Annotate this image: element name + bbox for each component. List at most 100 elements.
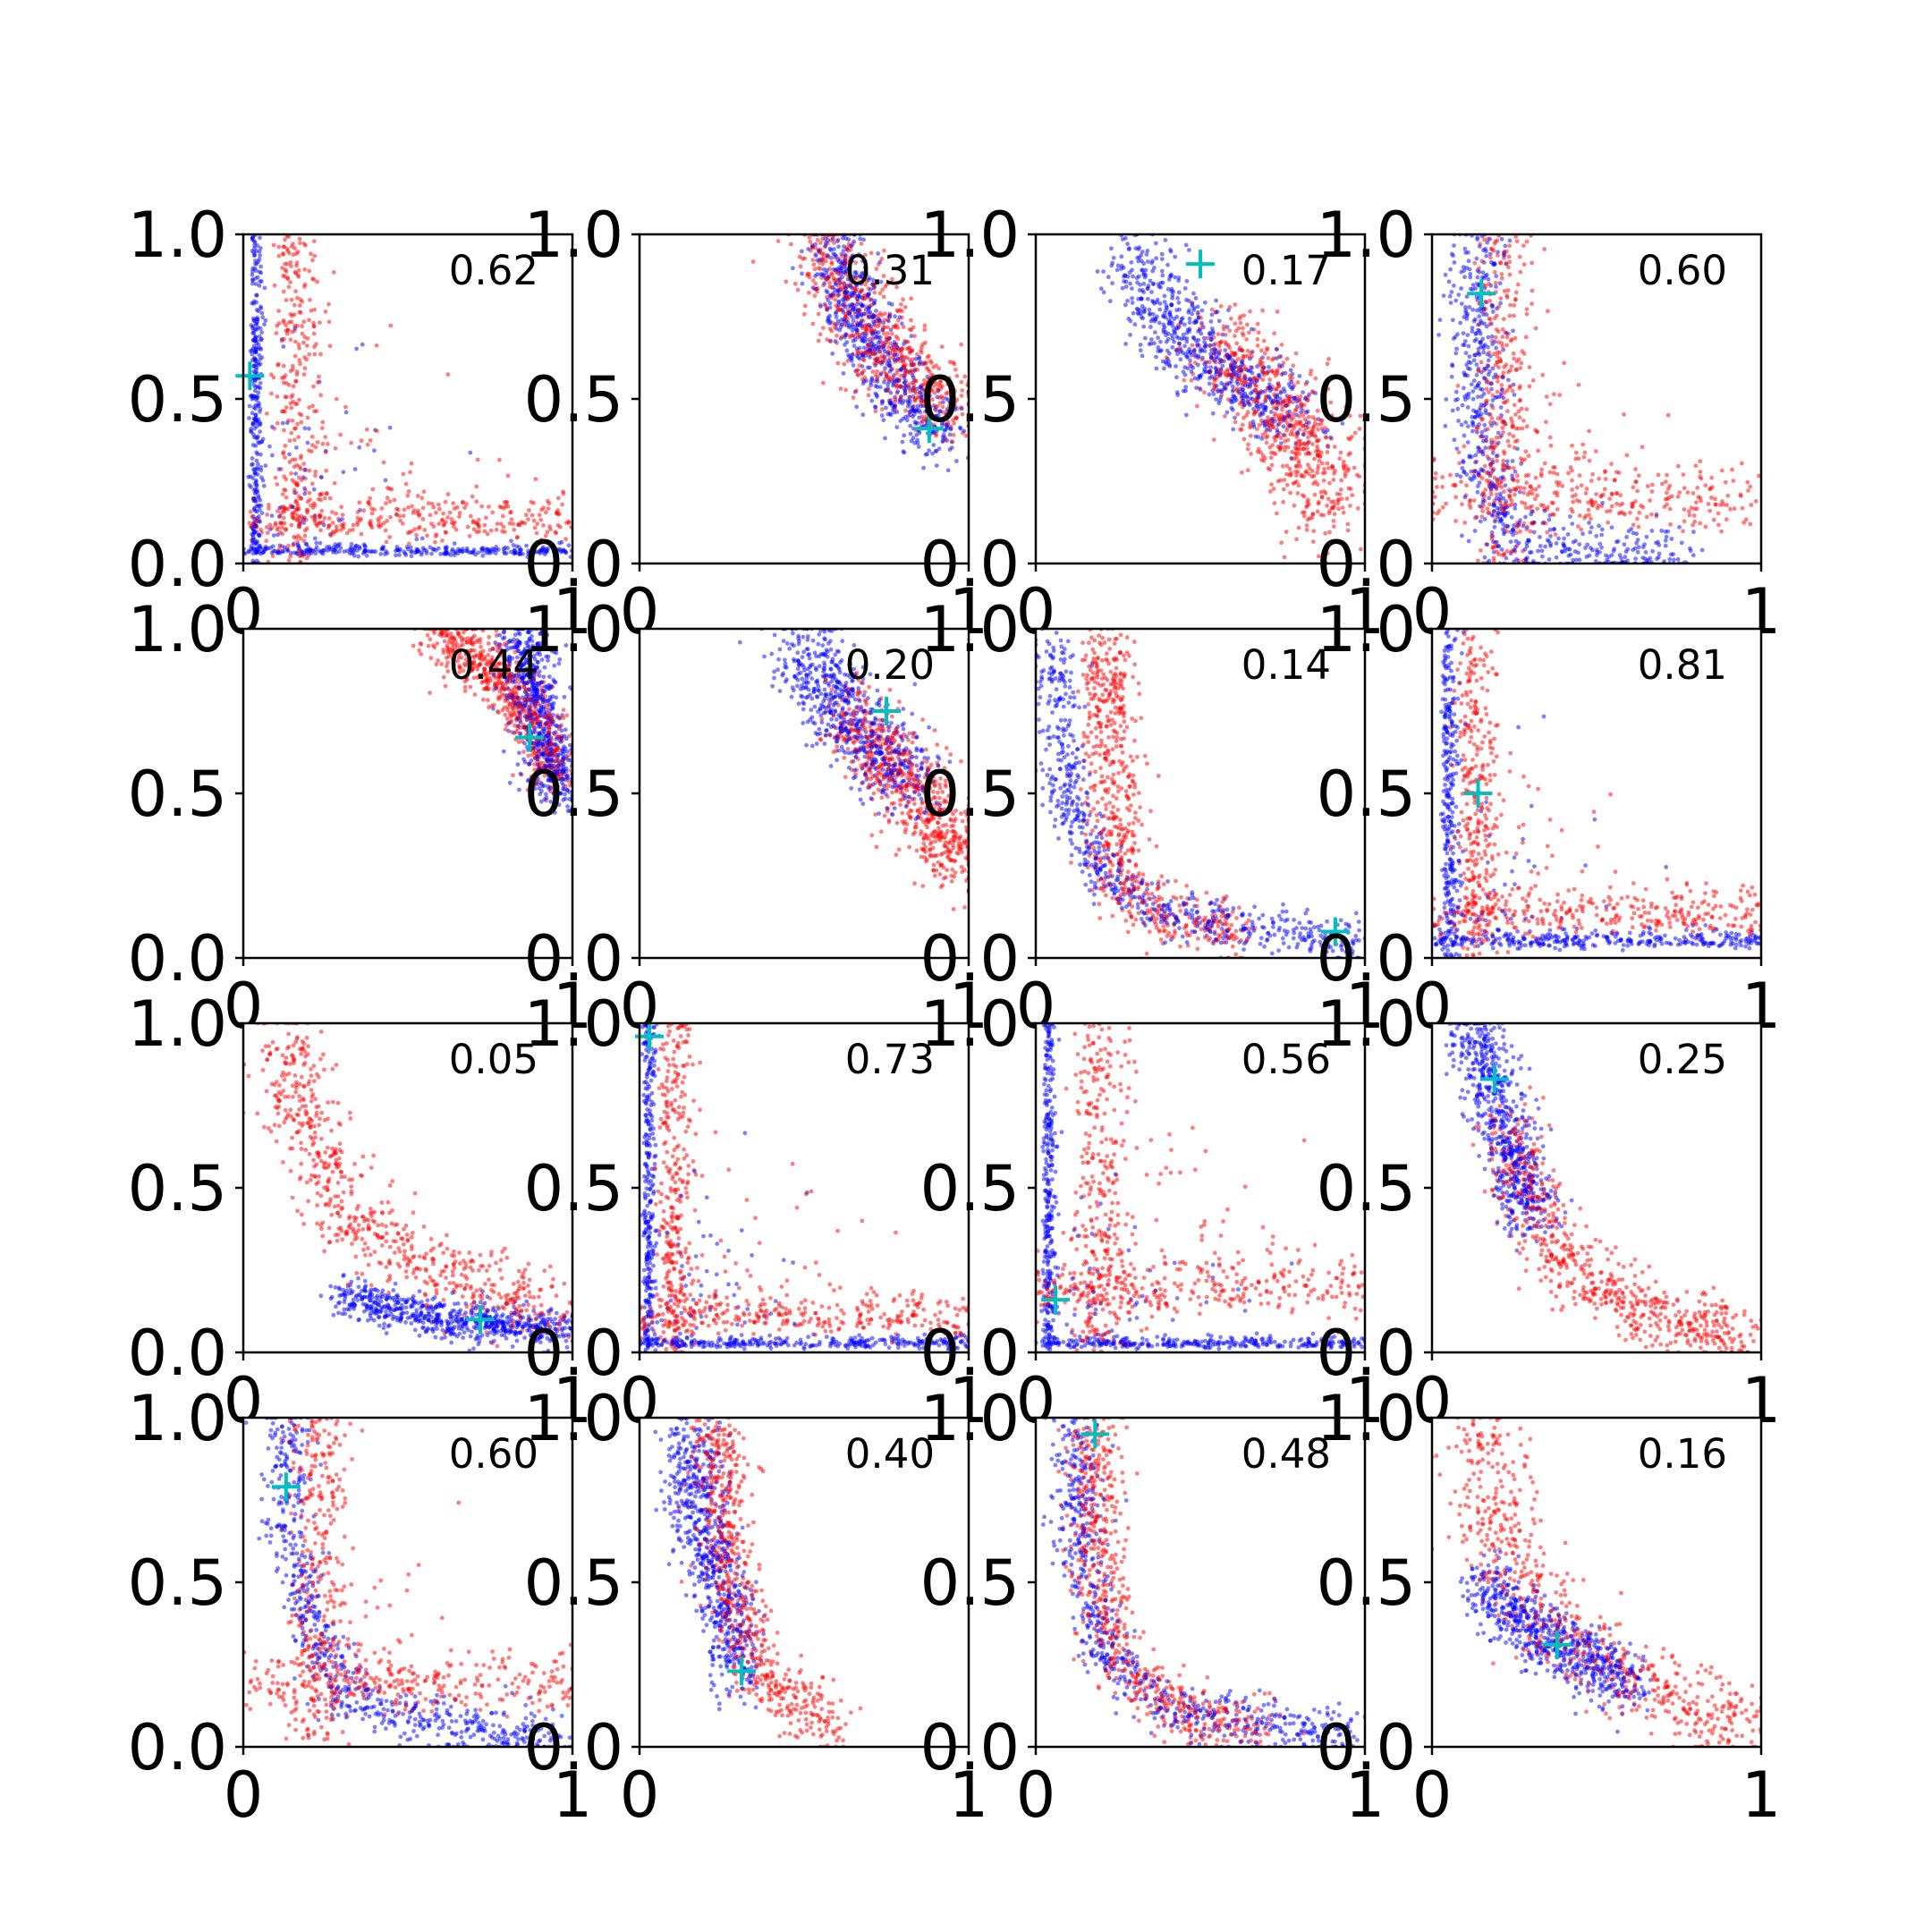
- red-point: [1345, 469, 1351, 473]
- red-point: [893, 324, 897, 328]
- red-point: [351, 522, 356, 528]
- red-point: [835, 333, 839, 338]
- blue-point: [1153, 317, 1158, 322]
- red-point: [1224, 333, 1228, 337]
- blue-point: [1152, 266, 1157, 270]
- red-point: [281, 363, 286, 369]
- red-point: [1501, 458, 1506, 463]
- blue-point: [1512, 523, 1516, 528]
- red-point: [881, 355, 886, 360]
- blue-point: [861, 378, 867, 384]
- red-point: [1577, 473, 1582, 478]
- red-point: [824, 303, 828, 309]
- blue-point: [414, 537, 419, 542]
- red-point: [445, 492, 451, 496]
- red-point: [1310, 442, 1315, 446]
- red-point: [275, 482, 280, 487]
- blue-point: [958, 426, 963, 431]
- blue-point: [438, 552, 443, 556]
- blue-point: [916, 445, 921, 449]
- blue-point: [1263, 408, 1268, 412]
- red-point: [297, 397, 301, 402]
- red-point: [1687, 513, 1692, 518]
- red-point: [401, 471, 406, 477]
- red-point: [488, 528, 494, 533]
- red-point: [853, 388, 859, 394]
- red-point: [1584, 487, 1589, 491]
- red-point: [297, 345, 301, 351]
- red-point: [863, 282, 868, 287]
- red-point: [954, 397, 960, 402]
- red-point: [881, 274, 886, 278]
- red-point: [1309, 433, 1314, 438]
- red-point: [1274, 387, 1278, 392]
- blue-point: [1510, 459, 1515, 463]
- blue-point: [1486, 276, 1491, 282]
- blue-point: [1540, 521, 1546, 526]
- red-point: [838, 386, 843, 391]
- red-point: [343, 404, 348, 410]
- blue-point: [1443, 423, 1448, 428]
- blue-point: [1635, 549, 1640, 555]
- blue-point: [869, 383, 874, 388]
- red-point: [292, 457, 298, 462]
- red-point: [300, 331, 305, 336]
- red-point: [1513, 492, 1517, 497]
- red-point: [1495, 492, 1499, 497]
- blue-point: [847, 325, 852, 330]
- red-point: [1249, 351, 1253, 355]
- blue-point: [1480, 336, 1486, 342]
- red-point: [305, 415, 310, 420]
- blue-point: [253, 402, 258, 408]
- blue-point: [1196, 337, 1201, 343]
- blue-point: [1195, 362, 1200, 368]
- red-point: [1581, 454, 1587, 460]
- red-point: [292, 464, 297, 470]
- red-point: [947, 376, 952, 381]
- red-point: [1224, 342, 1229, 347]
- blue-point: [1196, 329, 1200, 334]
- blue-point: [493, 551, 498, 555]
- red-point: [1338, 450, 1343, 455]
- blue-point: [1175, 393, 1181, 397]
- blue-point: [383, 478, 388, 483]
- red-point: [289, 264, 293, 268]
- red-point: [1524, 527, 1530, 532]
- red-point: [1481, 492, 1487, 496]
- blue-point: [934, 448, 938, 453]
- blue-point: [1482, 517, 1487, 521]
- red-point: [532, 525, 538, 530]
- red-point: [329, 510, 335, 514]
- blue-point: [331, 545, 336, 549]
- red-point: [284, 328, 289, 334]
- red-point: [1536, 448, 1540, 453]
- blue-point: [1174, 335, 1180, 340]
- blue-point: [844, 348, 850, 353]
- blue-point: [827, 246, 833, 251]
- red-point: [294, 372, 300, 377]
- red-point: [940, 384, 945, 389]
- red-point: [320, 441, 326, 446]
- red-point: [340, 513, 345, 517]
- red-point: [1205, 335, 1210, 341]
- red-point: [1345, 528, 1351, 533]
- red-point: [864, 272, 869, 277]
- blue-point: [1500, 475, 1505, 479]
- red-point: [1522, 457, 1528, 462]
- red-point: [1293, 463, 1299, 469]
- red-point: [443, 530, 448, 535]
- red-point: [1317, 437, 1321, 443]
- red-point: [954, 373, 960, 378]
- blue-point: [542, 547, 547, 553]
- red-point: [1292, 383, 1297, 388]
- red-point: [312, 409, 317, 414]
- red-point: [1202, 390, 1207, 395]
- red-point: [1245, 468, 1250, 473]
- blue-point: [1472, 352, 1477, 358]
- red-point: [812, 293, 818, 299]
- red-point: [1302, 417, 1308, 422]
- blue-point: [1500, 387, 1504, 392]
- red-point: [1540, 372, 1546, 377]
- red-point: [1513, 234, 1519, 239]
- y-tick-label: 1.0: [920, 199, 1020, 272]
